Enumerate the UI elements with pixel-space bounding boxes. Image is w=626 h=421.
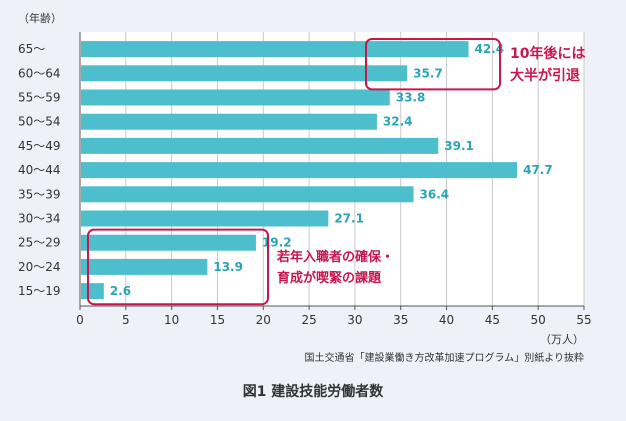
x-tick-label: 10 — [164, 313, 179, 327]
value-label: 35.7 — [413, 66, 443, 80]
value-label: 2.6 — [110, 284, 131, 298]
x-tick-label: 35 — [393, 313, 408, 327]
bar — [81, 162, 518, 179]
x-tick-label: 50 — [531, 313, 546, 327]
category-label: 30～34 — [18, 212, 61, 226]
annotation-retirement-line: 10年後には — [510, 45, 585, 62]
source-note: 国土交通省「建設業働き方改革加速プログラム」別紙より抜粋 — [305, 351, 585, 364]
x-tick-label: 40 — [439, 313, 454, 327]
value-label: 32.4 — [383, 115, 413, 129]
value-label: 33.8 — [396, 91, 426, 105]
bar — [81, 89, 390, 106]
bar — [81, 113, 377, 130]
category-label: 15～19 — [18, 284, 61, 298]
value-label: 13.9 — [213, 260, 243, 274]
x-tick-label: 20 — [256, 313, 271, 327]
highlight-box-elderly — [365, 38, 501, 91]
category-label: 25～29 — [18, 236, 61, 250]
category-label: 45～49 — [18, 139, 61, 153]
category-label: 55～59 — [18, 91, 61, 105]
value-label: 36.4 — [420, 187, 450, 201]
category-label: 20～24 — [18, 260, 61, 274]
x-tick-label: 25 — [301, 313, 316, 327]
x-tick-label: 5 — [122, 313, 130, 327]
x-tick-label: 15 — [210, 313, 225, 327]
bar — [81, 186, 414, 203]
annotation-youth-line: 若年入職者の確保・ — [276, 249, 394, 265]
x-unit-label: （万人） — [540, 333, 584, 346]
category-label: 40～44 — [18, 163, 61, 177]
category-label: 50～54 — [18, 115, 61, 129]
bar — [81, 137, 439, 154]
x-tick-label: 45 — [485, 313, 500, 327]
highlight-box-young — [87, 228, 269, 306]
x-tick-label: 55 — [576, 313, 591, 327]
value-label: 39.1 — [444, 139, 474, 153]
figure-title: 図1 建設技能労働者数 — [243, 383, 385, 400]
value-label: 19.2 — [262, 236, 292, 250]
category-label: 65～ — [18, 42, 45, 56]
x-tick-label: 0 — [76, 313, 84, 327]
annotation-youth-line: 育成が喫緊の課題 — [277, 270, 382, 286]
x-tick-label: 30 — [347, 313, 362, 327]
y-unit-label: （年齢） — [18, 11, 62, 25]
bar — [81, 258, 208, 275]
value-label: 47.7 — [523, 163, 553, 177]
bar — [81, 283, 104, 300]
bar — [81, 234, 256, 251]
bar — [81, 41, 469, 58]
category-label: 60～64 — [18, 66, 61, 80]
category-label: 35～39 — [18, 187, 61, 201]
bar — [81, 65, 408, 82]
value-label: 42.4 — [475, 42, 505, 56]
value-label: 27.1 — [334, 212, 364, 226]
bar — [81, 210, 329, 227]
annotation-retirement-line: 大半が引退 — [510, 67, 580, 84]
